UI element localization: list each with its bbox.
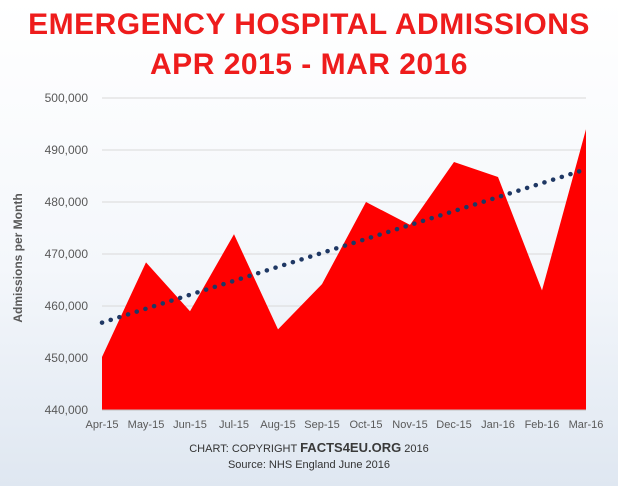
credit-brand: FACTS4EU.ORG <box>300 440 402 455</box>
x-tick-label: Feb-16 <box>525 419 560 431</box>
y-tick-label: 440,000 <box>45 403 89 417</box>
x-tick-label: Jun-15 <box>173 419 207 431</box>
chart-subtitle: APR 2015 - MAR 2016 <box>150 48 468 81</box>
y-tick-label: 450,000 <box>45 351 89 365</box>
x-tick-label: Oct-15 <box>349 419 382 431</box>
y-tick-label: 470,000 <box>45 247 89 261</box>
x-tick-label: Jan-16 <box>481 419 515 431</box>
x-tick-label: Nov-15 <box>392 419 427 431</box>
x-tick-label: Sep-15 <box>304 419 339 431</box>
y-axis-label: Admissions per Month <box>11 193 25 322</box>
y-tick-label: 500,000 <box>45 91 89 105</box>
y-tick-label: 460,000 <box>45 299 89 313</box>
axes: 440,000 450,000 460,000 470,000 480,000 490,0… <box>45 91 604 431</box>
copyright-line: CHART: COPYRIGHT FACTS4EU.ORG 2016 <box>0 440 618 455</box>
y-tick-label: 490,000 <box>45 143 89 157</box>
x-tick-label: Dec-15 <box>436 419 471 431</box>
area-series <box>101 129 587 410</box>
area-fill <box>102 129 586 410</box>
credit-suffix: 2016 <box>404 443 429 455</box>
x-tick-label: Mar-16 <box>569 419 604 431</box>
y-tick-label: 480,000 <box>45 195 89 209</box>
x-tick-label: Apr-15 <box>85 419 118 431</box>
source-line: Source: NHS England June 2016 <box>227 459 391 471</box>
trendline <box>99 166 589 325</box>
x-tick-label: Aug-15 <box>260 419 295 431</box>
x-tick-label: Jul-15 <box>219 419 249 431</box>
credit-prefix: CHART: COPYRIGHT <box>189 443 298 455</box>
chart-title: EMERGENCY HOSPITAL ADMISSIONS <box>28 8 590 41</box>
x-tick-label: May-15 <box>128 419 165 431</box>
trendline-dotted <box>99 166 589 325</box>
